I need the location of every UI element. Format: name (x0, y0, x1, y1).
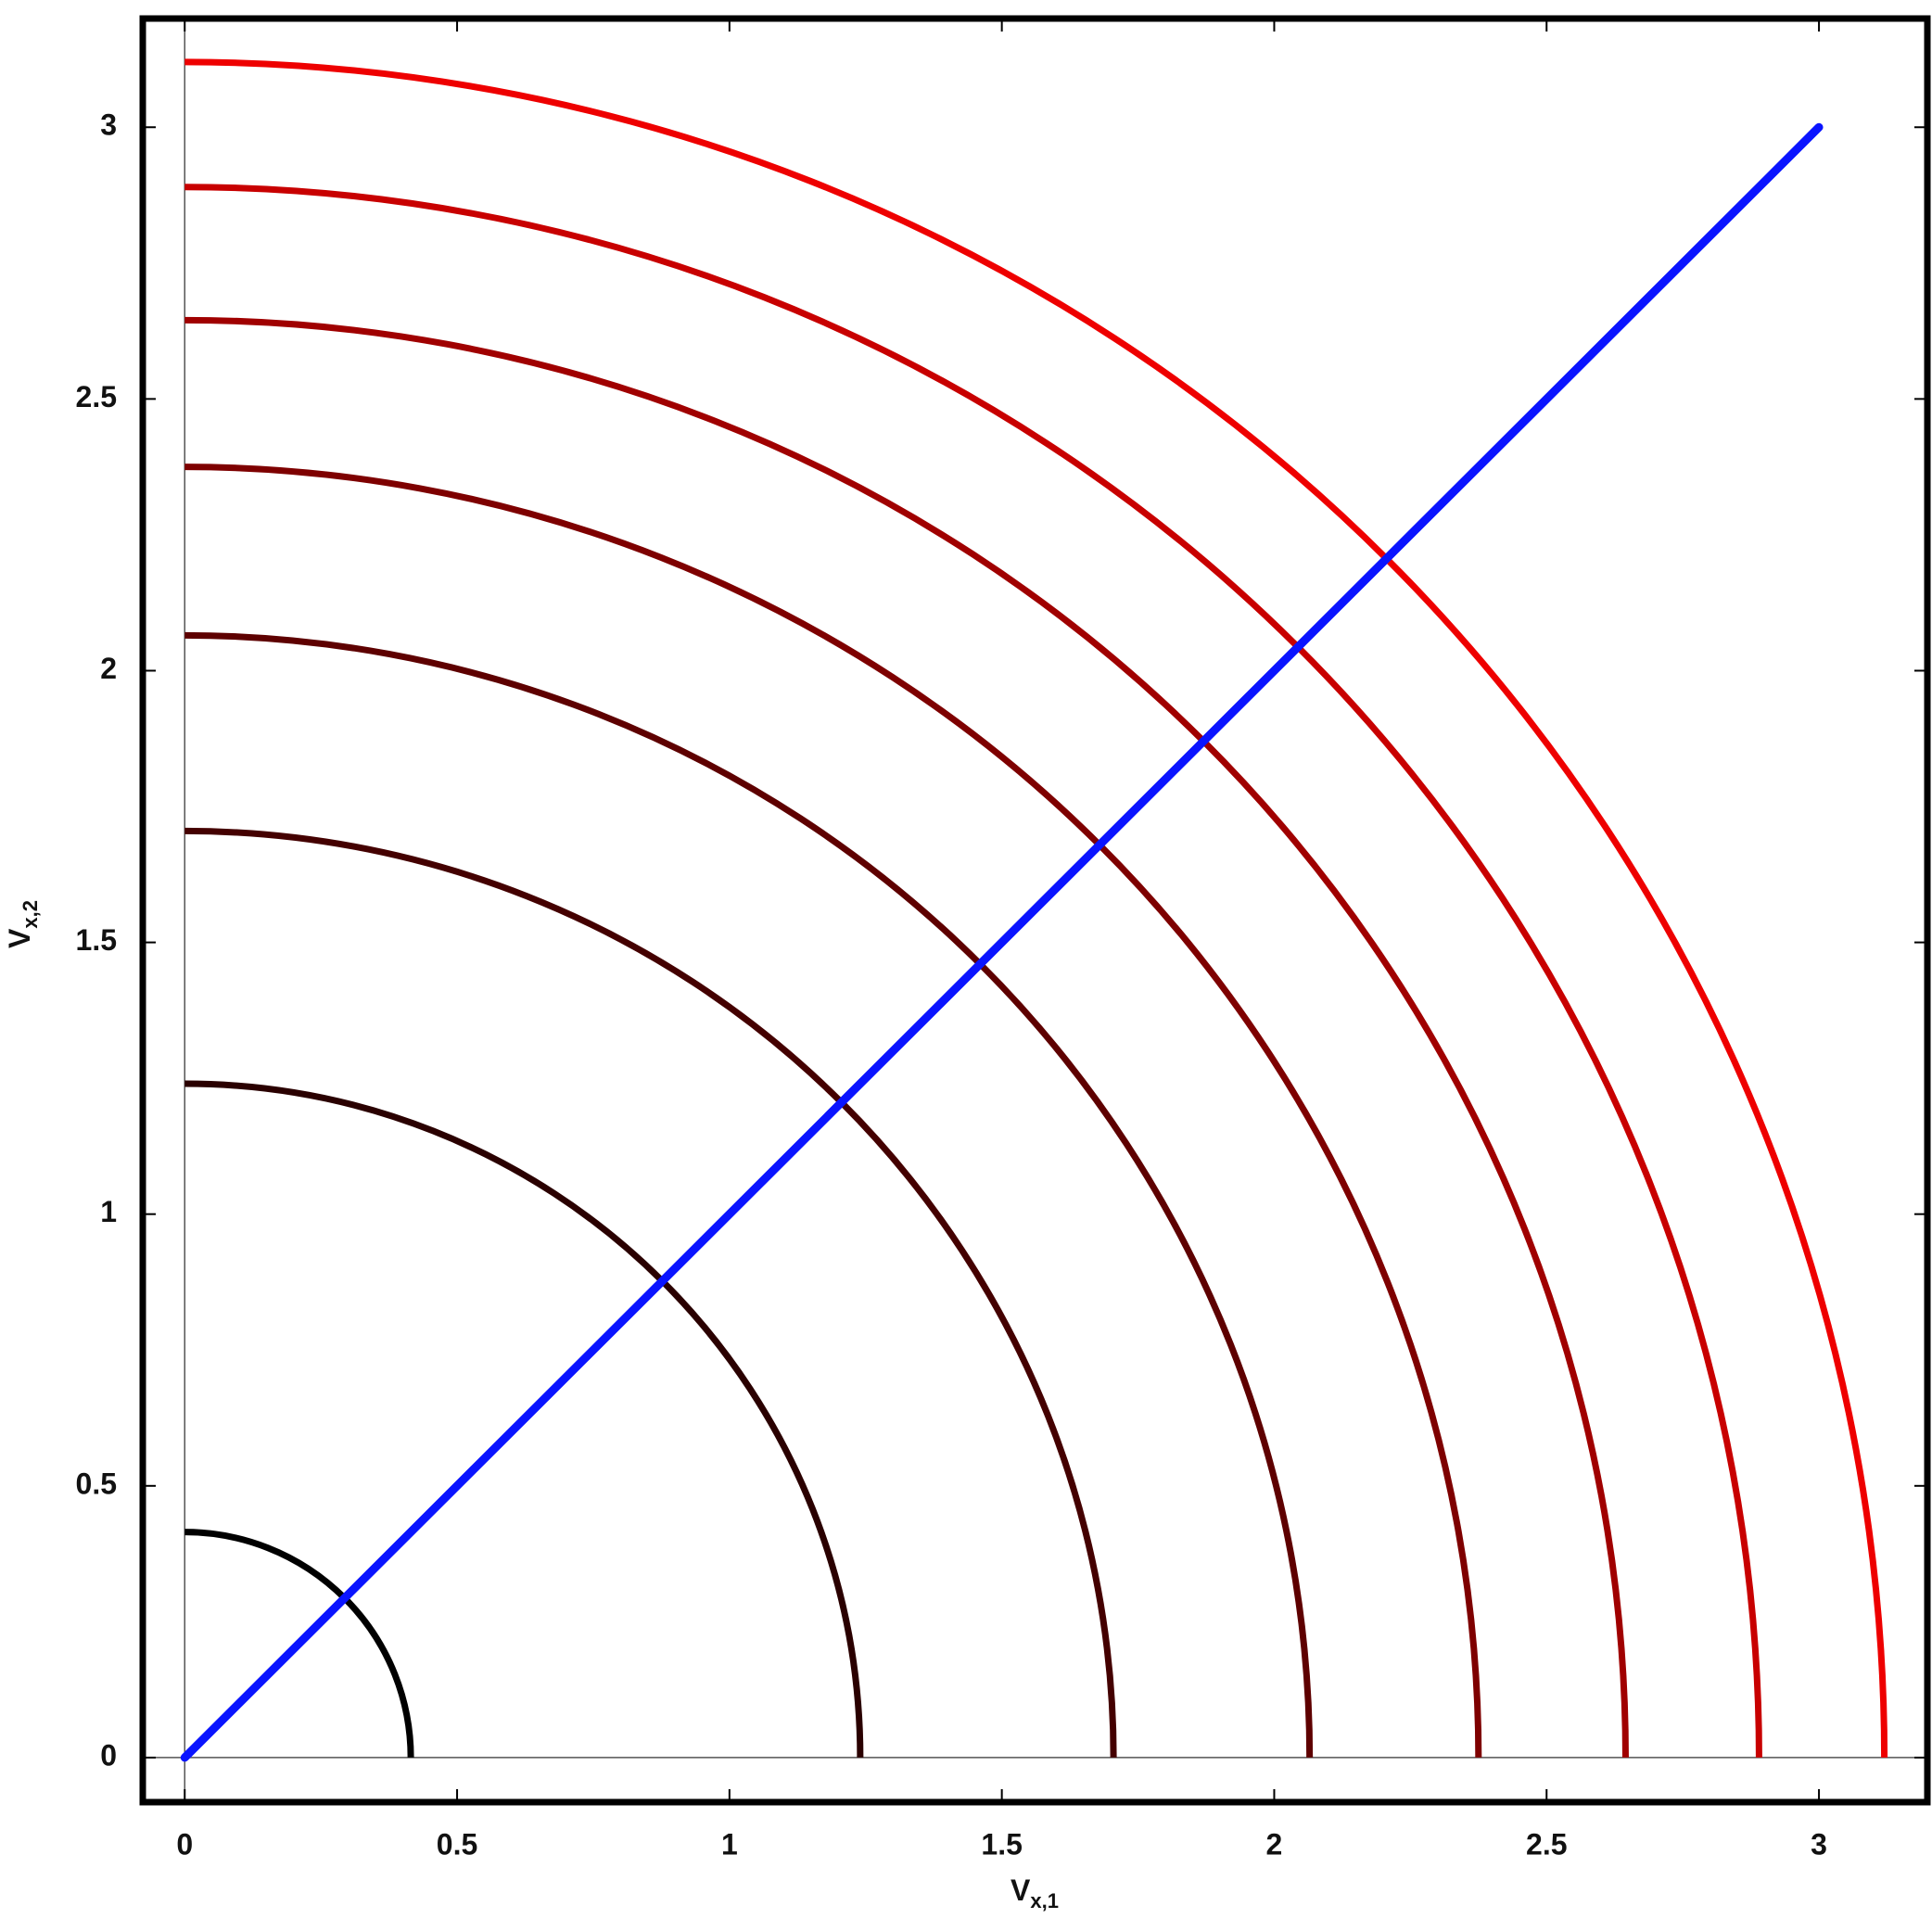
x-tick-label: 1 (721, 1827, 738, 1861)
y-tick-label: 3 (100, 108, 117, 142)
series-line (180, 122, 1824, 1762)
y-label-sub: x,2 (19, 900, 42, 929)
y-tick-label: 0.5 (76, 1467, 117, 1500)
frame (139, 15, 1931, 1806)
x-tick-label: 2 (1266, 1827, 1283, 1861)
x-tick-label: 0.5 (437, 1827, 477, 1861)
x-label-main: V (1010, 1874, 1031, 1907)
x-tick-label: 3 (1811, 1827, 1827, 1861)
x-tick-label: 2.5 (1526, 1827, 1567, 1861)
y-label-main: V (3, 928, 36, 948)
y-tick-label: 2.5 (76, 380, 117, 413)
plot-area (143, 19, 1927, 1802)
y-tick-label: 1 (100, 1195, 117, 1228)
x-tick-label: 1.5 (981, 1827, 1022, 1861)
x-axis-label: Vx,1 (1010, 1874, 1059, 1912)
y-axis-label: Vx,2 (3, 900, 41, 948)
x-tick-label: 0 (176, 1827, 193, 1861)
y-tick-label: 1.5 (76, 923, 117, 957)
x-label-sub: x,1 (1030, 1889, 1059, 1912)
y-tick-label: 0 (100, 1738, 117, 1772)
y-tick-label: 2 (100, 652, 117, 685)
